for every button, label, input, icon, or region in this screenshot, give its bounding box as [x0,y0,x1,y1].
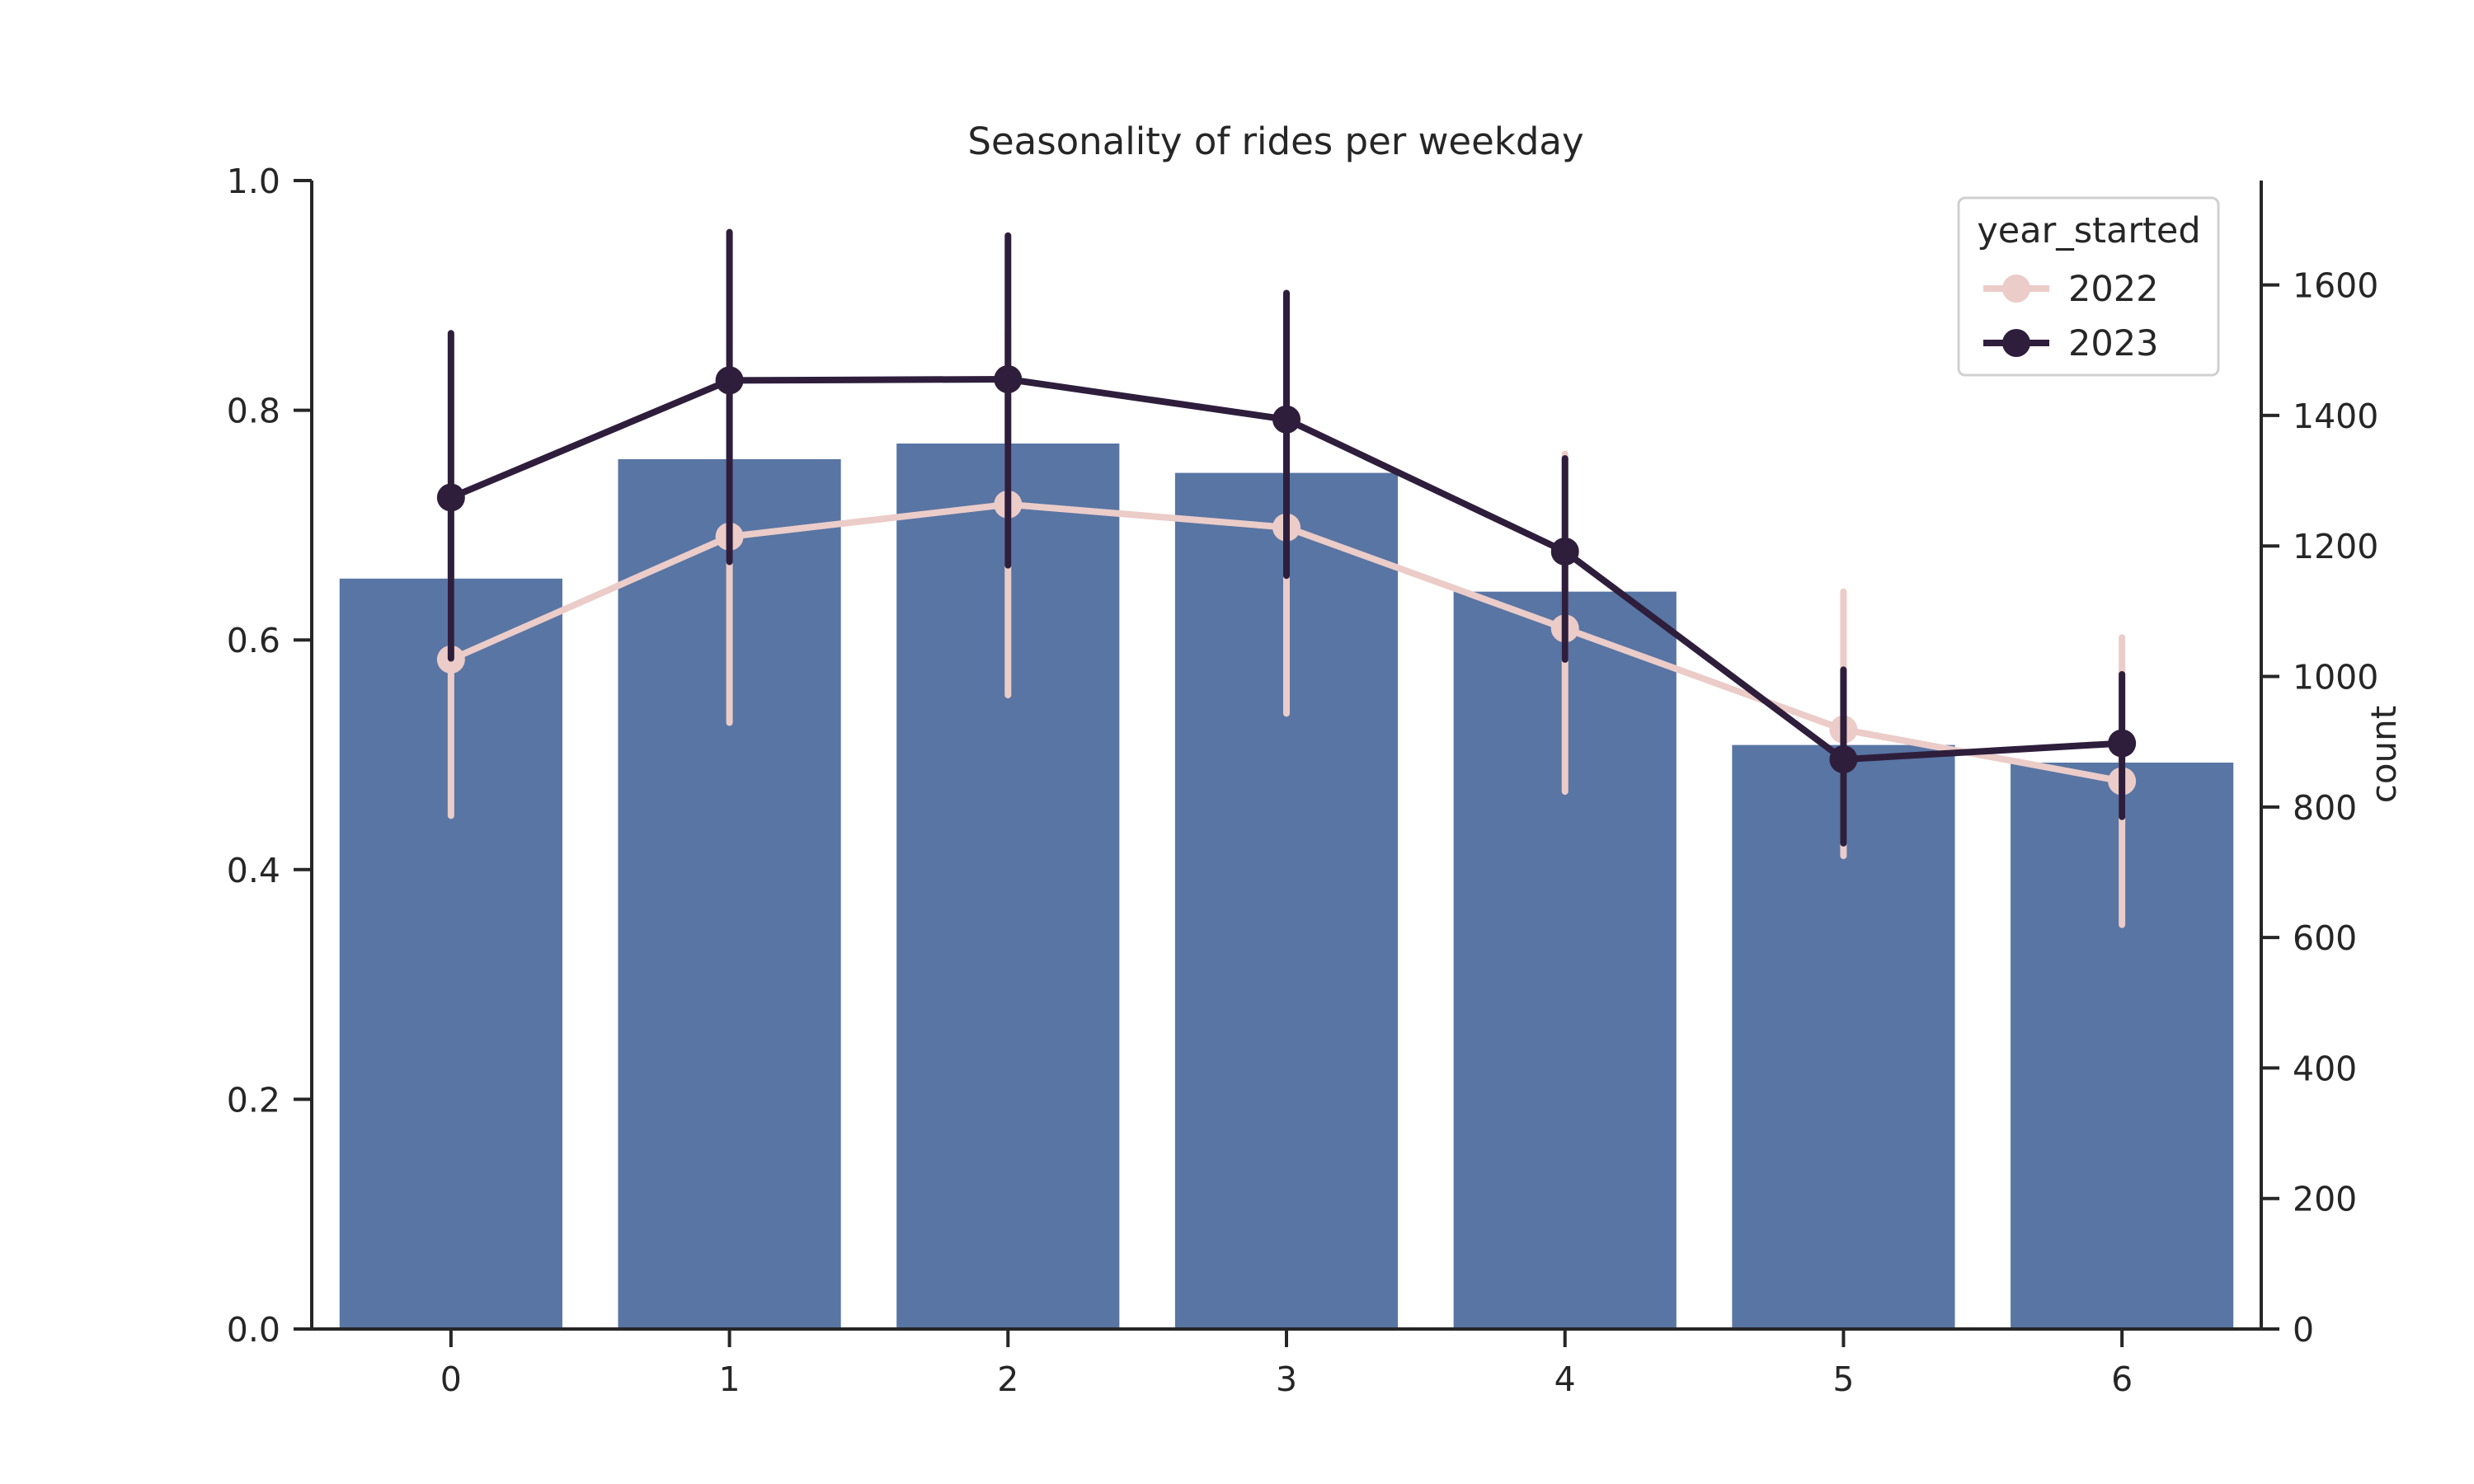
right-axis-label: count [2363,706,2404,804]
axes-layer: 0.0 0.2 0.4 0.6 0.8 1.0 0 200 400 600 800 1000 1200 1… [227,162,2379,1399]
right-tick-label: 200 [2293,1180,2357,1219]
x-tick-label: 2 [997,1360,1018,1399]
legend-entries: 2022 2023 [1983,269,2158,364]
point-2023-4 [1550,537,1579,566]
x-tick-label: 6 [2111,1360,2133,1399]
point-2023-3 [1272,405,1300,434]
x-tick-label: 3 [1276,1360,1297,1399]
right-tick-label: 1600 [2293,266,2378,306]
right-tick-label: 1200 [2293,527,2378,566]
legend: year_started 2022 2023 [1957,196,2220,377]
x-tick-label: 4 [1554,1360,1576,1399]
series-2023 [436,228,2137,847]
point-2023-5 [1829,745,1858,774]
left-tick-label: 0.0 [227,1310,280,1350]
series-layer [436,228,2137,928]
point-2023-1 [715,366,744,395]
legend-label-2022: 2022 [2068,269,2158,310]
x-tick-label: 1 [719,1360,741,1399]
left-tick-label: 0.2 [227,1080,280,1120]
right-tick-label: 400 [2293,1049,2357,1088]
legend-title: year_started [1977,210,2200,251]
legend-entry-2022: 2022 [1983,269,2158,310]
right-tick-label: 800 [2293,788,2357,828]
legend-marker-2023 [2002,329,2030,357]
left-tick-label: 0.6 [227,621,280,660]
x-tick-label: 0 [440,1360,462,1399]
point-2023-2 [994,364,1023,393]
point-2023-6 [2108,729,2137,758]
right-tick-label: 1400 [2293,397,2378,436]
chart-title: Seasonality of rides per weekday [967,120,1583,163]
left-tick-label: 0.4 [227,851,280,890]
legend-frame [1957,196,2220,377]
right-tick-label: 0 [2293,1310,2314,1350]
legend-marker-2022 [2002,275,2030,303]
left-tick-label: 1.0 [227,162,280,201]
x-tick-label: 5 [1832,1360,1854,1399]
right-tick-label: 1000 [2293,658,2378,697]
left-tick-label: 0.8 [227,392,280,431]
legend-label-2023: 2023 [2068,323,2158,364]
legend-entry-2023: 2023 [1983,323,2158,364]
right-tick-label: 600 [2293,918,2357,958]
point-2023-0 [436,483,465,512]
